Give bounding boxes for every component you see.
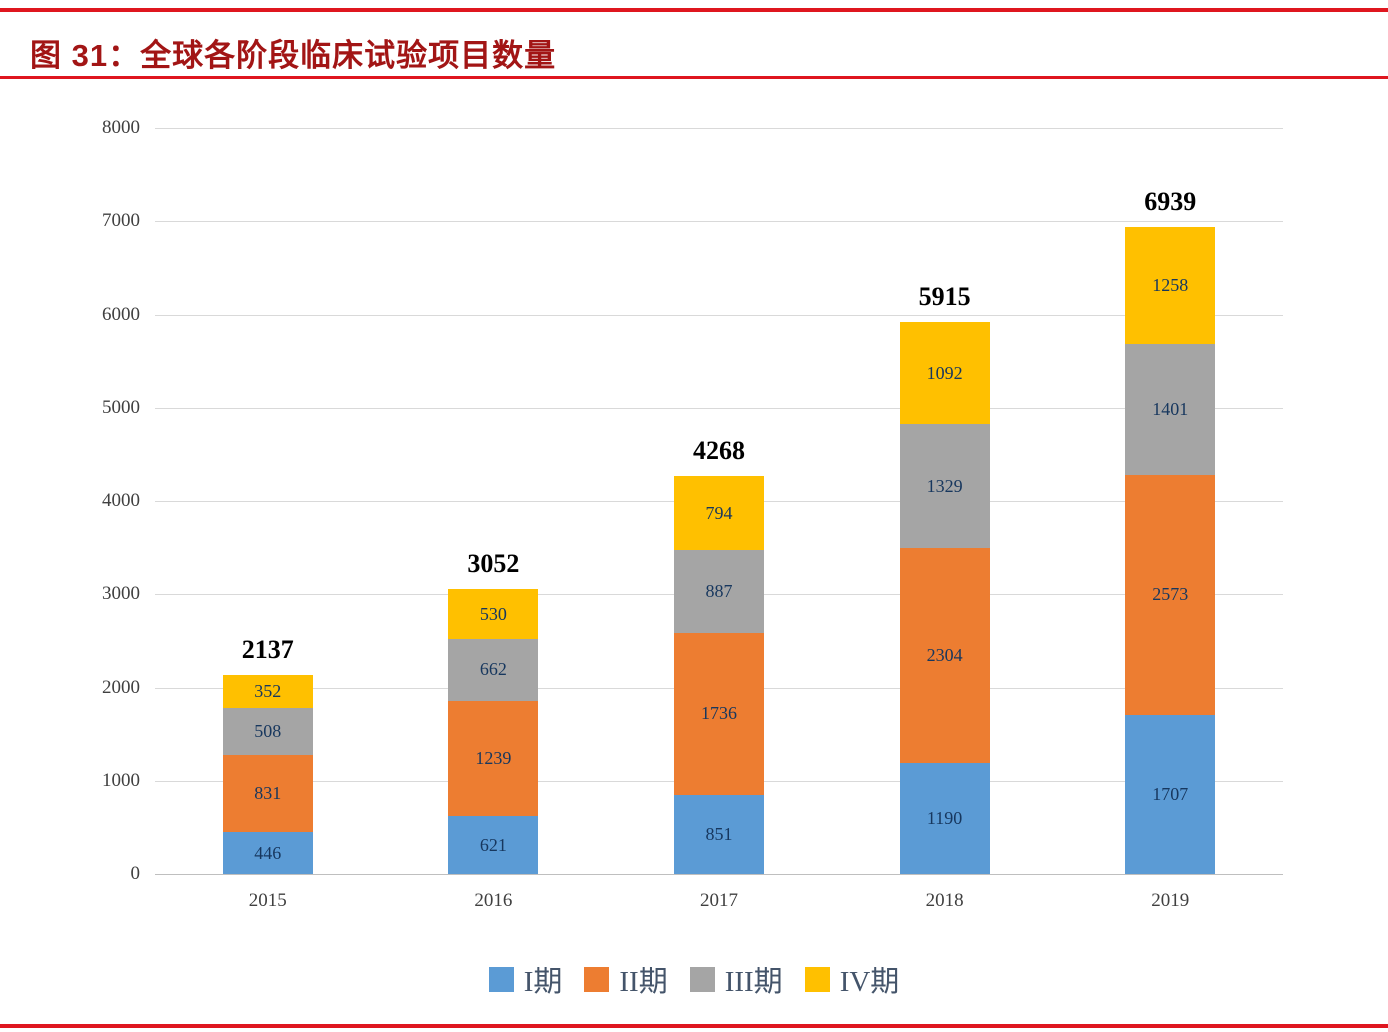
bar-segment-I期: 851 xyxy=(674,794,764,874)
segment-value-label: 530 xyxy=(479,603,507,624)
segment-value-label: 1707 xyxy=(1152,783,1189,804)
bar-segment-II期: 1736 xyxy=(674,632,764,795)
y-axis-label: 1000 xyxy=(102,769,140,791)
legend-label: II期 xyxy=(619,966,668,998)
bar-segment-III期: 1329 xyxy=(899,424,990,549)
legend-swatch-icon xyxy=(689,966,715,992)
figure-title: 图 31：全球各阶段临床试验项目数量 xyxy=(30,38,557,73)
legend-item: IV期 xyxy=(804,958,900,1000)
y-axis-label: 4000 xyxy=(102,490,140,511)
x-axis-label: 2018 xyxy=(925,890,964,911)
segment-value-label: 2573 xyxy=(1152,584,1189,605)
bar-segment-IV期: 794 xyxy=(674,476,764,551)
y-axis-label: 2000 xyxy=(102,676,140,698)
bar-segment-IV期: 530 xyxy=(448,589,539,639)
y-axis-label: 6000 xyxy=(102,303,140,325)
bar-total-label: 2137 xyxy=(241,634,294,664)
segment-value-label: 794 xyxy=(705,502,733,523)
bar-segment-III期: 1401 xyxy=(1125,344,1216,475)
legend-item: I期 xyxy=(488,958,563,1000)
segment-value-label: 1736 xyxy=(701,703,737,724)
legend-item: III期 xyxy=(689,958,783,1000)
segment-value-label: 446 xyxy=(254,842,282,863)
legend-swatch-icon xyxy=(488,966,514,992)
legend-swatch-icon xyxy=(804,966,830,992)
bar-total-label: 3052 xyxy=(467,549,520,579)
grid-line xyxy=(155,314,1283,316)
chart-legend: I期 II期 III期 IV期 xyxy=(0,958,1388,1000)
segment-value-label: 662 xyxy=(479,659,507,680)
segment-value-label: 1401 xyxy=(1152,399,1189,420)
segment-value-label: 887 xyxy=(705,580,733,601)
segment-value-label: 2304 xyxy=(926,645,963,666)
segment-value-label: 508 xyxy=(254,720,282,741)
bar-segment-II期: 1239 xyxy=(448,700,539,817)
grid-line xyxy=(155,221,1283,223)
segment-value-label: 1092 xyxy=(926,362,963,383)
bar-segment-I期: 446 xyxy=(222,832,313,874)
y-axis-label: 8000 xyxy=(102,117,140,138)
segment-value-label: 831 xyxy=(254,783,282,804)
segment-value-label: 1239 xyxy=(475,747,512,768)
top-divider xyxy=(0,8,1388,12)
segment-value-label: 1329 xyxy=(926,475,963,496)
legend-label: I期 xyxy=(523,966,563,998)
legend-swatch-icon xyxy=(584,966,610,992)
grid-line xyxy=(155,407,1283,409)
segment-value-label: 1258 xyxy=(1152,275,1189,296)
bar-segment-IV期: 1092 xyxy=(899,322,990,425)
segment-value-label: 851 xyxy=(705,823,733,844)
bar-total-label: 4268 xyxy=(693,436,745,465)
bar-segment-I期: 621 xyxy=(448,816,539,874)
bar-segment-II期: 831 xyxy=(222,754,313,833)
bar-segment-IV期: 1258 xyxy=(1125,226,1216,345)
bar-segment-III期: 508 xyxy=(222,707,313,755)
x-axis-label: 2017 xyxy=(700,890,738,911)
bar-segment-II期: 2304 xyxy=(899,548,990,764)
y-axis-label: 3000 xyxy=(102,583,140,605)
x-axis-label: 2015 xyxy=(248,890,287,911)
y-axis-label: 5000 xyxy=(102,396,140,418)
bottom-divider xyxy=(0,1024,1388,1028)
segment-value-label: 621 xyxy=(479,834,507,855)
y-axis-label: 0 xyxy=(130,863,141,884)
x-axis-label: 2016 xyxy=(474,890,513,911)
x-axis-baseline xyxy=(155,874,1283,875)
bar-segment-II期: 2573 xyxy=(1125,474,1216,715)
grid-line xyxy=(155,128,1283,129)
segment-value-label: 352 xyxy=(254,680,282,701)
bar-segment-I期: 1707 xyxy=(1125,714,1216,874)
bar-segment-I期: 1190 xyxy=(899,763,990,874)
segment-value-label: 1190 xyxy=(926,808,963,828)
bar-total-label: 5915 xyxy=(918,282,971,312)
stacked-bar-chart: 0 1000 2000 3000 4000 5000 6000 7000 8000 446 831 5… xyxy=(102,117,1283,911)
legend-item: II期 xyxy=(584,958,668,1000)
bar-segment-IV期: 352 xyxy=(222,674,313,708)
y-axis-label: 7000 xyxy=(102,210,140,232)
title-divider xyxy=(0,76,1388,79)
bar-total-label: 6939 xyxy=(1144,186,1197,216)
legend-label: IV期 xyxy=(839,966,900,998)
bar-segment-III期: 887 xyxy=(674,550,764,633)
legend-label: III期 xyxy=(724,966,783,998)
bar-segment-III期: 662 xyxy=(448,638,539,701)
x-axis-label: 2019 xyxy=(1151,890,1190,911)
